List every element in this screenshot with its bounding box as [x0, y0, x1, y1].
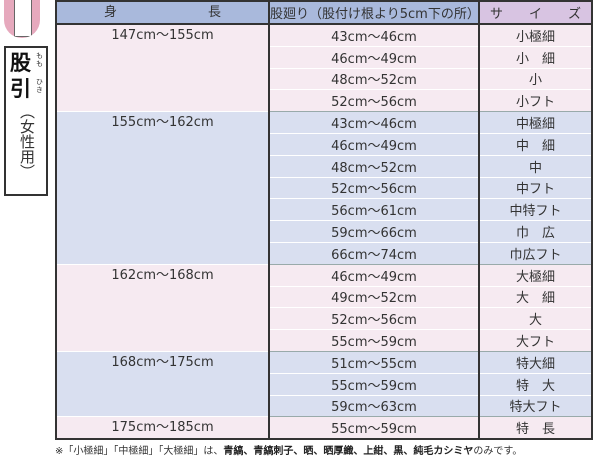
waist-range: 55cm〜59cm	[269, 373, 480, 396]
waist-range: 43cm〜46cm	[269, 24, 480, 47]
product-subtitle: （女性用）	[18, 104, 36, 179]
waist-range: 46cm〜49cm	[269, 46, 480, 69]
footnote: ※「小極細」「中極細」「大極細」は、青縞、青縞刺子、晒、晒厚織、上紺、黒、純毛カ…	[55, 442, 522, 457]
waist-range: 48cm〜52cm	[269, 68, 480, 91]
size-label: 中フト	[479, 177, 592, 200]
size-label: 小フト	[479, 89, 592, 113]
waist-range: 51cm〜55cm	[269, 351, 480, 374]
garment-icon	[4, 0, 40, 38]
size-label: 大 細	[479, 286, 592, 309]
title-box: 股引 もも ひき （女性用）	[4, 46, 48, 196]
height-range: 155cm〜162cm	[56, 111, 270, 265]
waist-range: 56cm〜61cm	[269, 198, 480, 222]
table-row: 59cm〜63cm 特大フト	[56, 395, 592, 418]
height-range: 175cm〜185cm	[56, 416, 270, 440]
height-range: 147cm〜155cm	[56, 24, 270, 113]
product-title: 股引	[10, 51, 31, 101]
waist-range: 48cm〜52cm	[269, 155, 480, 178]
waist-range: 59cm〜63cm	[269, 395, 480, 418]
waist-range: 66cm〜74cm	[269, 242, 480, 265]
size-label: 中	[479, 155, 592, 178]
size-label: 大フト	[479, 329, 592, 352]
waist-range: 52cm〜56cm	[269, 177, 480, 200]
size-table: 身 長 股廻り（股付け根より5cm下の所） サ イ ズ 147cm〜155cm 4…	[55, 0, 593, 441]
size-label: 小	[479, 68, 592, 91]
height-range: 162cm〜168cm	[56, 264, 270, 352]
waist-range: 59cm〜66cm	[269, 220, 480, 243]
waist-range: 49cm〜52cm	[269, 286, 480, 309]
size-label: 特 長	[479, 416, 592, 440]
header-height: 身 長	[56, 1, 270, 25]
header-waist: 股廻り（股付け根より5cm下の所）	[269, 1, 480, 25]
size-label: 大	[479, 307, 592, 331]
waist-range: 52cm〜56cm	[269, 307, 480, 331]
size-label: 小極細	[479, 24, 592, 47]
size-label: 巾広フト	[479, 242, 592, 265]
size-label: 中 細	[479, 133, 592, 156]
table-row: 147cm〜155cm 43cm〜46cm 小極細	[56, 24, 592, 113]
waist-range: 46cm〜49cm	[269, 264, 480, 287]
size-label: 特 大	[479, 373, 592, 396]
waist-range: 55cm〜59cm	[269, 329, 480, 352]
table-row: 175cm〜185cm 55cm〜59cm 特 長	[56, 416, 592, 440]
ruby-momo: もも	[36, 52, 43, 68]
table-row: 162cm〜168cm 46cm〜49cm 大極細	[56, 264, 592, 352]
waist-range: 46cm〜49cm	[269, 133, 480, 156]
table-row: 155cm〜162cm 43cm〜46cm 中極細	[56, 111, 592, 265]
size-label: 小 細	[479, 46, 592, 69]
footnote-fabrics: 青縞、青縞刺子、晒、晒厚織、上紺、黒、純毛カシミヤ	[223, 446, 474, 457]
header-size: サ イ ズ	[479, 1, 592, 25]
waist-range: 52cm〜56cm	[269, 89, 480, 113]
size-label: 中特フト	[479, 198, 592, 222]
size-label: 特大細	[479, 351, 592, 374]
size-label: 大極細	[479, 264, 592, 287]
waist-range: 43cm〜46cm	[269, 111, 480, 134]
waist-range: 55cm〜59cm	[269, 416, 480, 440]
size-label: 巾 広	[479, 220, 592, 243]
footnote-prefix: ※「小極細」「中極細」「大極細」は、	[55, 446, 224, 457]
size-label: 中極細	[479, 111, 592, 134]
footnote-suffix: のみです。	[473, 446, 523, 457]
size-label: 特大フト	[479, 395, 592, 418]
height-range: 168cm〜175cm	[56, 351, 270, 418]
table-row: 168cm〜175cm 51cm〜55cm 特大細	[56, 351, 592, 418]
ruby-hiki: ひき	[36, 78, 43, 94]
